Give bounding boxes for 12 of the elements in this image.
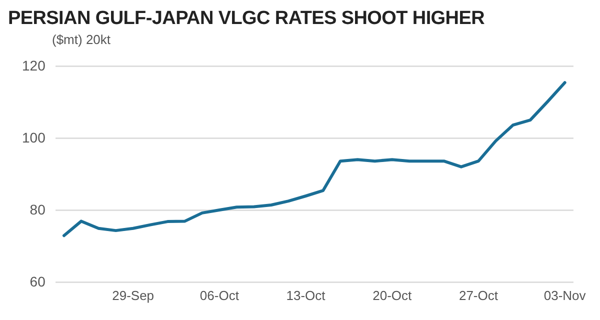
x-tick-label: 06-Oct (200, 288, 240, 303)
x-tick-label: 03-Nov (544, 288, 586, 303)
y-tick-label: 100 (22, 129, 46, 146)
x-tick-label: 13-Oct (286, 288, 326, 303)
y-tick-label: 60 (30, 273, 46, 290)
x-tick-label: 29-Sep (112, 288, 154, 303)
y-tick-label: 120 (22, 57, 46, 74)
y-axis-title: ($mt) 20kt (52, 32, 112, 48)
x-tick-label: 27-Oct (458, 288, 498, 303)
x-tick-label: 20-Oct (372, 288, 412, 303)
chart-title: PERSIAN GULF-JAPAN VLGC RATES SHOOT HIGHER (8, 8, 486, 30)
y-tick-label: 80 (30, 201, 46, 218)
